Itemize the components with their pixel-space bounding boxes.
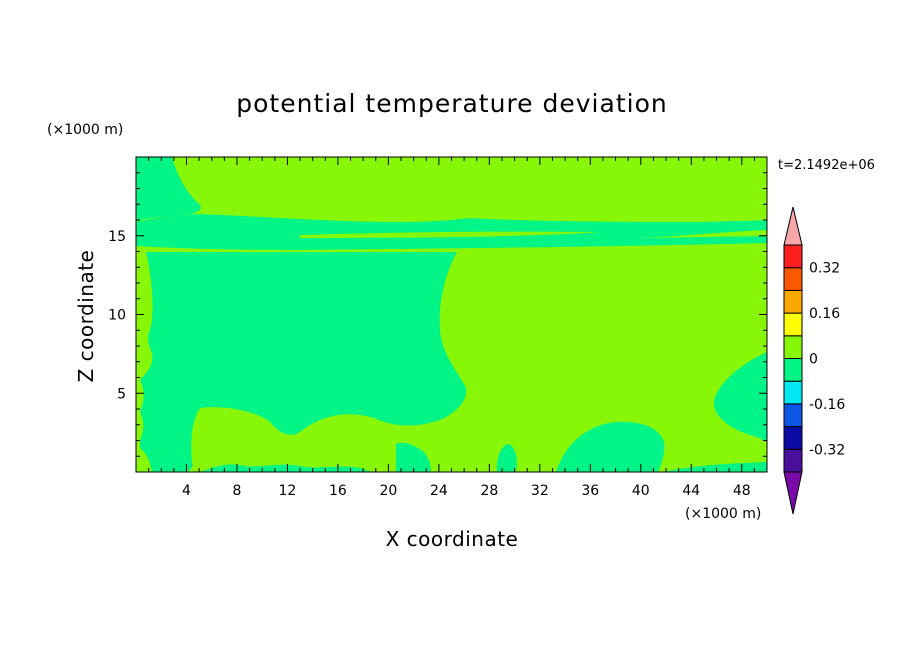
colorbar-band bbox=[783, 335, 803, 359]
x-tick-label: 24 bbox=[430, 483, 448, 499]
negative-blob-bottom-28 bbox=[496, 444, 517, 472]
colorbar-tick-label: 0.16 bbox=[809, 306, 840, 322]
x-tick-label: 36 bbox=[581, 483, 599, 499]
colorbar-band bbox=[783, 312, 803, 337]
x-unit-label: (×1000 m) bbox=[685, 506, 761, 522]
negative-region-right-edge bbox=[713, 352, 767, 442]
colorbar-under-triangle bbox=[783, 471, 803, 515]
negative-region-upper-right bbox=[452, 195, 767, 223]
colorbar-band bbox=[783, 267, 803, 291]
negative-thin-band bbox=[300, 231, 600, 238]
chart-title: potential temperature deviation bbox=[236, 89, 667, 118]
y-tick-label: 15 bbox=[108, 229, 126, 245]
x-tick-label: 44 bbox=[682, 483, 700, 499]
time-label: t=2.1492e+06 bbox=[778, 158, 875, 173]
colorbar-tick-label: -0.32 bbox=[809, 442, 845, 458]
negative-blob-bottom-24 bbox=[396, 442, 431, 472]
colorbar-tick-label: 0.32 bbox=[809, 261, 840, 277]
x-tick-label: 40 bbox=[632, 483, 650, 499]
negative-region-bottom-right bbox=[556, 421, 665, 472]
y-axis-ticks: 5 10 15 bbox=[108, 172, 767, 457]
colorbar-band bbox=[783, 426, 803, 450]
negative-region-main bbox=[140, 252, 467, 472]
x-tick-label: 4 bbox=[182, 483, 191, 499]
colorbar: -0.32 -0.16 0 0.16 0.32 bbox=[783, 206, 845, 515]
y-axis-label: Z coordinate bbox=[74, 250, 98, 383]
x-tick-label: 28 bbox=[480, 483, 498, 499]
x-tick-label: 16 bbox=[329, 483, 347, 499]
x-tick-label: 20 bbox=[379, 483, 397, 499]
x-tick-label: 12 bbox=[279, 483, 297, 499]
positive-left-edge bbox=[136, 252, 153, 350]
x-axis-ticks: 4 8 12 16 20 24 28 32 36 40 44 48 bbox=[148, 157, 755, 499]
colorbar-over-triangle bbox=[783, 206, 803, 246]
x-tick-label: 48 bbox=[733, 483, 751, 499]
x-tick-label: 8 bbox=[232, 483, 241, 499]
negative-fringe-bottom-right bbox=[664, 462, 767, 472]
colorbar-band bbox=[783, 289, 803, 314]
colorbar-band bbox=[783, 403, 803, 428]
y-tick-label: 5 bbox=[117, 386, 126, 402]
colorbar-band bbox=[783, 358, 803, 382]
colorbar-tick-label: 0 bbox=[809, 352, 818, 368]
colorbar-band bbox=[783, 380, 803, 405]
x-axis-label: X coordinate bbox=[386, 527, 519, 551]
colorbar-band bbox=[783, 244, 803, 269]
y-tick-label: 10 bbox=[108, 308, 126, 324]
negative-blob-bottom-20 bbox=[372, 440, 398, 472]
negative-fringe-bottom bbox=[200, 464, 372, 472]
colorbar-band bbox=[783, 448, 803, 473]
negative-level-regions bbox=[136, 157, 767, 472]
x-tick-label: 32 bbox=[531, 483, 549, 499]
colorbar-tick-label: -0.16 bbox=[809, 397, 845, 413]
y-unit-label: (×1000 m) bbox=[47, 122, 123, 138]
negative-region-upper-left bbox=[136, 157, 201, 222]
